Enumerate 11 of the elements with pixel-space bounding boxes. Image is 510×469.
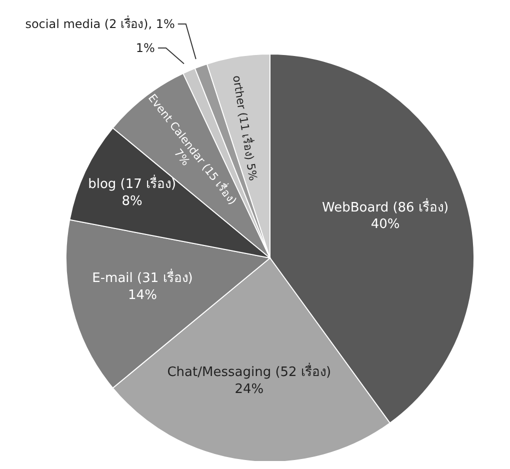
slice-label: social media (2 เรื่อง), 1%: [25, 15, 175, 31]
slice-label: blog (17 เรื่อง): [88, 174, 176, 192]
data-label: 1%: [136, 41, 155, 55]
data-label: 14%: [128, 288, 157, 303]
slice-label: WebBoard (86 เรื่อง): [322, 198, 449, 216]
slice-label: E-mail (31 เรื่อง): [92, 268, 193, 286]
data-label: 40%: [370, 217, 400, 232]
data-label: 24%: [234, 382, 264, 397]
slice-label: orther (11 เรื่อง) 5%: [230, 74, 262, 182]
slice-label: Chat/Messaging (52 เรื่อง): [167, 362, 332, 380]
data-label: 8%: [122, 194, 142, 209]
